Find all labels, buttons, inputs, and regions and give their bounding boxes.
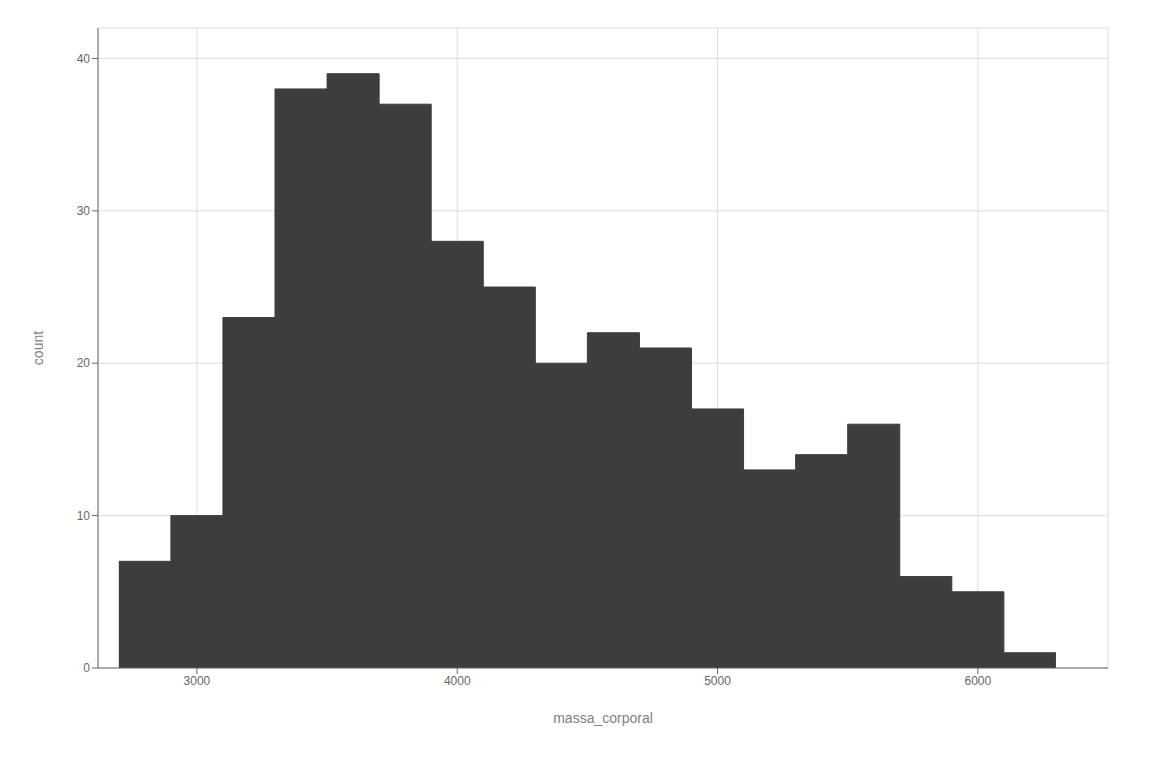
svg-text:4000: 4000 [444, 674, 471, 688]
svg-text:3000: 3000 [184, 674, 211, 688]
svg-text:40: 40 [77, 52, 91, 66]
svg-text:10: 10 [77, 509, 91, 523]
svg-text:massa_corporal: massa_corporal [553, 710, 653, 726]
svg-text:6000: 6000 [964, 674, 991, 688]
svg-text:0: 0 [83, 661, 90, 675]
svg-text:count: count [30, 331, 46, 365]
svg-text:20: 20 [77, 356, 91, 370]
svg-text:30: 30 [77, 204, 91, 218]
svg-text:5000: 5000 [704, 674, 731, 688]
